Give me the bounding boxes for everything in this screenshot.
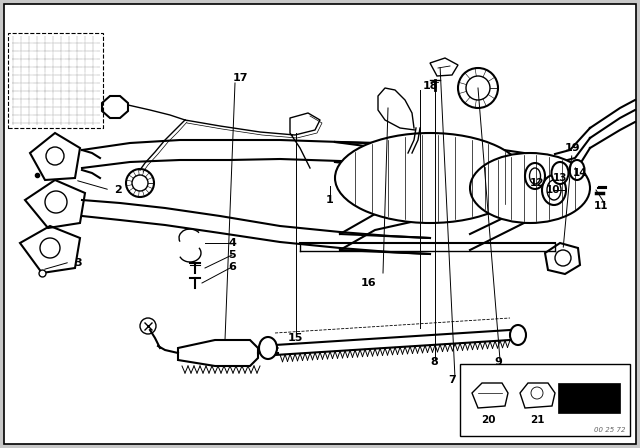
Ellipse shape xyxy=(542,175,566,205)
Ellipse shape xyxy=(259,337,277,359)
Ellipse shape xyxy=(470,153,590,223)
Text: 00 25 72: 00 25 72 xyxy=(593,427,625,433)
Text: 10: 10 xyxy=(546,185,560,195)
Text: 18: 18 xyxy=(422,81,438,91)
Text: 5: 5 xyxy=(228,250,236,260)
Text: 2: 2 xyxy=(114,185,122,195)
Text: 13: 13 xyxy=(553,173,567,183)
Text: 21: 21 xyxy=(530,415,544,425)
Text: 7: 7 xyxy=(448,375,456,385)
Text: 3: 3 xyxy=(74,258,82,268)
Ellipse shape xyxy=(510,325,526,345)
Text: 4: 4 xyxy=(228,238,236,248)
Text: 8: 8 xyxy=(430,357,438,367)
Bar xyxy=(8,33,103,128)
Text: 19: 19 xyxy=(564,143,580,153)
Text: 1: 1 xyxy=(326,195,334,205)
Text: 17: 17 xyxy=(232,73,248,83)
Text: 6: 6 xyxy=(228,262,236,272)
Bar xyxy=(460,364,630,436)
Text: 12: 12 xyxy=(530,178,544,188)
Ellipse shape xyxy=(525,163,545,189)
Text: 15: 15 xyxy=(287,333,303,343)
Bar xyxy=(558,383,620,413)
Ellipse shape xyxy=(570,160,584,180)
Text: 20: 20 xyxy=(481,415,495,425)
Ellipse shape xyxy=(552,162,568,184)
Text: 16: 16 xyxy=(360,278,376,288)
Text: 11: 11 xyxy=(594,201,608,211)
Text: 14: 14 xyxy=(573,168,588,178)
Text: 9: 9 xyxy=(494,357,502,367)
Ellipse shape xyxy=(335,133,525,223)
